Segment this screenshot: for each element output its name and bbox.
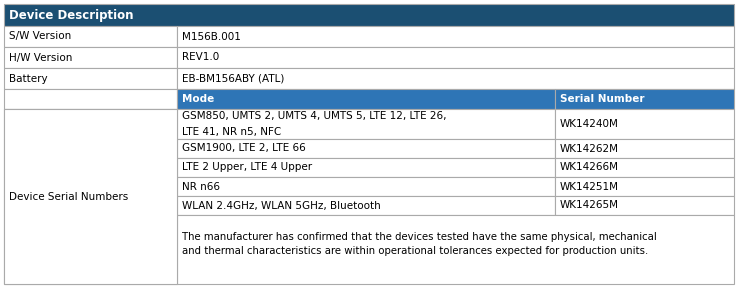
Text: The manufacturer has confirmed that the devices tested have the same physical, m: The manufacturer has confirmed that the …: [182, 232, 657, 242]
Text: Mode: Mode: [182, 94, 214, 104]
Text: EB-BM156ABY (ATL): EB-BM156ABY (ATL): [182, 73, 284, 84]
Text: REV1.0: REV1.0: [182, 52, 219, 62]
Text: GSM1900, LTE 2, LTE 66: GSM1900, LTE 2, LTE 66: [182, 143, 306, 154]
Text: WK14240M: WK14240M: [560, 119, 619, 129]
Bar: [177, 196, 555, 215]
Bar: [4, 196, 177, 215]
Text: NR n66: NR n66: [182, 181, 220, 192]
Bar: [555, 158, 734, 177]
Bar: [177, 26, 734, 47]
Bar: [177, 47, 734, 68]
Bar: [177, 158, 555, 177]
Bar: [4, 109, 177, 139]
Bar: [4, 158, 177, 177]
Bar: [555, 139, 734, 158]
Text: WK14262M: WK14262M: [560, 143, 619, 154]
Text: M156B.001: M156B.001: [182, 31, 241, 41]
Bar: [4, 109, 177, 284]
Text: WK14265M: WK14265M: [560, 200, 619, 211]
Bar: [4, 4, 734, 26]
Text: LTE 41, NR n5, NFC: LTE 41, NR n5, NFC: [182, 127, 281, 137]
Bar: [177, 89, 555, 109]
Text: WK14251M: WK14251M: [560, 181, 619, 192]
Bar: [177, 215, 734, 284]
Text: LTE 2 Upper, LTE 4 Upper: LTE 2 Upper, LTE 4 Upper: [182, 162, 312, 173]
Text: WK14266M: WK14266M: [560, 162, 619, 173]
Text: and thermal characteristics are within operational tolerances expected for produ: and thermal characteristics are within o…: [182, 246, 648, 256]
Text: GSM850, UMTS 2, UMTS 4, UMTS 5, LTE 12, LTE 26,: GSM850, UMTS 2, UMTS 4, UMTS 5, LTE 12, …: [182, 111, 446, 121]
Bar: [555, 109, 734, 139]
Text: Serial Number: Serial Number: [560, 94, 644, 104]
Bar: [4, 89, 177, 109]
Text: Device Serial Numbers: Device Serial Numbers: [9, 192, 128, 202]
Bar: [555, 89, 734, 109]
Bar: [555, 177, 734, 196]
Bar: [4, 68, 177, 89]
Bar: [177, 109, 555, 139]
Bar: [177, 177, 555, 196]
Bar: [177, 68, 734, 89]
Bar: [4, 47, 177, 68]
Text: Device Description: Device Description: [9, 9, 134, 22]
Text: WLAN 2.4GHz, WLAN 5GHz, Bluetooth: WLAN 2.4GHz, WLAN 5GHz, Bluetooth: [182, 200, 381, 211]
Bar: [177, 139, 555, 158]
Text: Battery: Battery: [9, 73, 48, 84]
Bar: [4, 215, 177, 284]
Bar: [4, 26, 177, 47]
Text: H/W Version: H/W Version: [9, 52, 72, 62]
Text: S/W Version: S/W Version: [9, 31, 72, 41]
Bar: [4, 177, 177, 196]
Bar: [4, 139, 177, 158]
Bar: [555, 196, 734, 215]
